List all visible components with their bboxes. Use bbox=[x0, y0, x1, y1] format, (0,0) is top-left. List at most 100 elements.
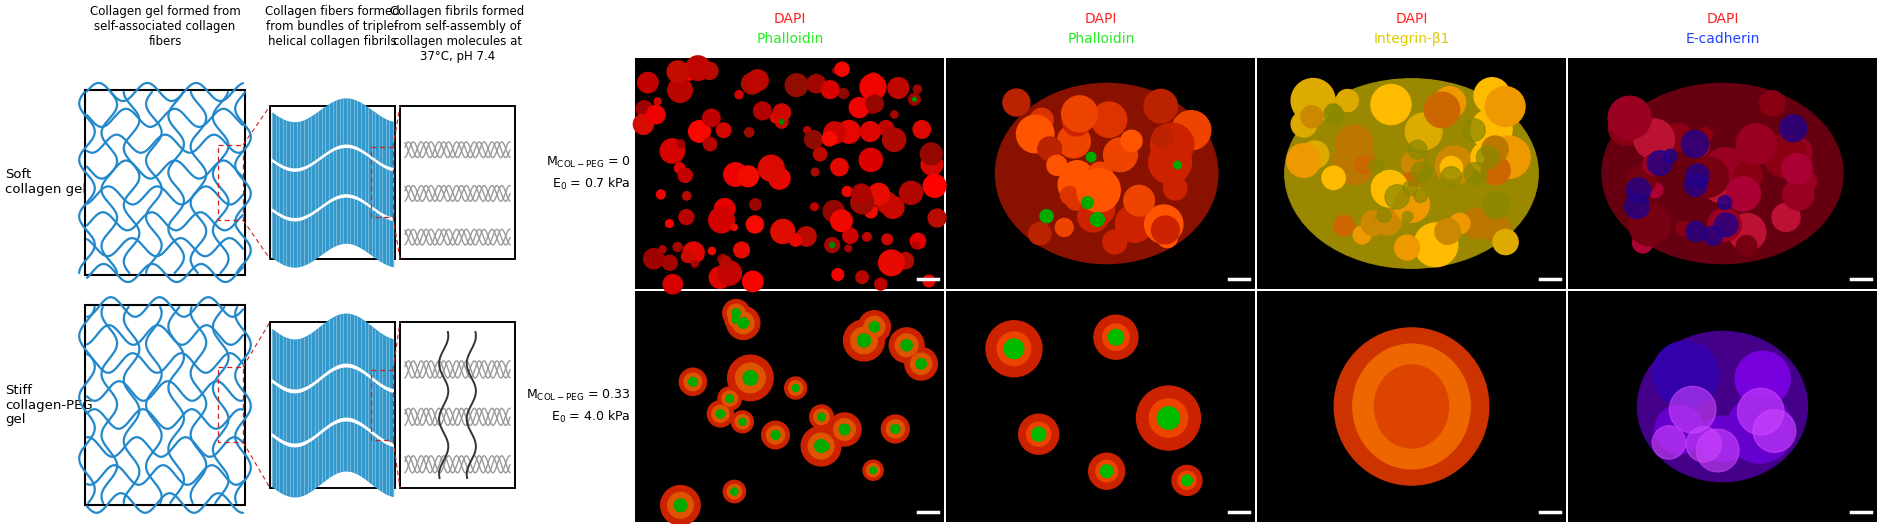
Circle shape bbox=[1164, 177, 1186, 200]
Circle shape bbox=[904, 347, 938, 380]
Circle shape bbox=[716, 261, 741, 285]
Circle shape bbox=[709, 208, 735, 233]
Circle shape bbox=[688, 121, 711, 142]
Circle shape bbox=[716, 410, 724, 418]
Circle shape bbox=[1463, 208, 1493, 238]
Circle shape bbox=[1152, 126, 1173, 148]
Circle shape bbox=[746, 216, 763, 233]
Circle shape bbox=[788, 381, 803, 395]
Circle shape bbox=[1626, 165, 1656, 194]
Text: Stiff
collagen-PEG
gel: Stiff collagen-PEG gel bbox=[6, 384, 92, 427]
Circle shape bbox=[899, 181, 923, 204]
Circle shape bbox=[662, 255, 677, 270]
Circle shape bbox=[773, 104, 791, 122]
Circle shape bbox=[1434, 146, 1474, 184]
Circle shape bbox=[822, 132, 837, 146]
Circle shape bbox=[739, 318, 748, 328]
Text: DAPI: DAPI bbox=[1707, 12, 1739, 26]
Circle shape bbox=[823, 201, 844, 222]
Circle shape bbox=[835, 419, 855, 440]
Circle shape bbox=[1643, 154, 1664, 175]
Circle shape bbox=[660, 246, 666, 253]
Circle shape bbox=[859, 148, 882, 171]
Text: $\mathregular{M_{COL-PEG}}$ = 0: $\mathregular{M_{COL-PEG}}$ = 0 bbox=[545, 155, 632, 170]
Bar bbox=[218, 367, 243, 442]
Circle shape bbox=[1634, 119, 1675, 159]
Circle shape bbox=[743, 271, 763, 291]
Circle shape bbox=[818, 413, 825, 421]
Circle shape bbox=[1292, 79, 1335, 123]
Circle shape bbox=[822, 443, 829, 450]
Circle shape bbox=[833, 269, 844, 280]
Circle shape bbox=[1412, 162, 1433, 183]
Circle shape bbox=[1425, 92, 1459, 128]
Circle shape bbox=[882, 257, 891, 266]
Circle shape bbox=[1463, 119, 1485, 141]
Circle shape bbox=[1083, 193, 1115, 225]
Circle shape bbox=[775, 115, 788, 128]
Circle shape bbox=[1104, 324, 1130, 351]
Circle shape bbox=[1301, 106, 1324, 128]
Circle shape bbox=[870, 467, 876, 473]
Circle shape bbox=[1675, 222, 1690, 236]
Circle shape bbox=[1060, 187, 1079, 204]
Circle shape bbox=[895, 334, 917, 357]
Circle shape bbox=[673, 243, 682, 252]
Circle shape bbox=[724, 481, 746, 503]
Circle shape bbox=[731, 488, 739, 495]
Circle shape bbox=[1707, 208, 1741, 242]
Circle shape bbox=[1476, 146, 1498, 169]
Circle shape bbox=[709, 247, 716, 255]
Circle shape bbox=[1632, 233, 1653, 253]
Circle shape bbox=[1354, 226, 1371, 244]
Circle shape bbox=[1701, 159, 1745, 203]
Bar bbox=[400, 106, 515, 259]
Circle shape bbox=[703, 109, 720, 127]
Ellipse shape bbox=[1374, 365, 1449, 448]
Circle shape bbox=[891, 111, 899, 118]
Circle shape bbox=[1773, 203, 1799, 232]
Circle shape bbox=[923, 275, 934, 287]
Circle shape bbox=[912, 97, 916, 101]
Circle shape bbox=[1402, 181, 1418, 195]
Circle shape bbox=[1686, 221, 1705, 242]
Circle shape bbox=[814, 440, 827, 452]
Circle shape bbox=[1094, 315, 1137, 359]
Circle shape bbox=[790, 234, 801, 246]
Circle shape bbox=[1335, 125, 1374, 163]
Circle shape bbox=[859, 311, 891, 343]
Circle shape bbox=[637, 72, 658, 93]
Circle shape bbox=[679, 368, 707, 396]
Circle shape bbox=[735, 363, 765, 392]
Circle shape bbox=[675, 163, 684, 173]
Circle shape bbox=[825, 82, 833, 91]
Circle shape bbox=[865, 84, 880, 101]
Circle shape bbox=[1151, 216, 1179, 244]
Circle shape bbox=[720, 256, 731, 267]
Circle shape bbox=[1322, 166, 1346, 190]
Circle shape bbox=[914, 85, 921, 93]
Circle shape bbox=[1057, 125, 1090, 158]
Circle shape bbox=[703, 137, 716, 151]
Text: DAPI: DAPI bbox=[1085, 12, 1117, 26]
Circle shape bbox=[901, 340, 912, 351]
Circle shape bbox=[1735, 351, 1790, 406]
Circle shape bbox=[921, 143, 942, 165]
Circle shape bbox=[667, 78, 692, 102]
Circle shape bbox=[891, 424, 901, 433]
Circle shape bbox=[844, 245, 852, 252]
Circle shape bbox=[852, 191, 874, 214]
Circle shape bbox=[912, 242, 919, 248]
Circle shape bbox=[726, 309, 746, 331]
Circle shape bbox=[882, 196, 904, 219]
Circle shape bbox=[859, 74, 885, 100]
Circle shape bbox=[1092, 102, 1126, 137]
Circle shape bbox=[1160, 156, 1177, 173]
Bar bbox=[85, 305, 244, 505]
Circle shape bbox=[863, 233, 870, 241]
Circle shape bbox=[784, 377, 807, 399]
Circle shape bbox=[1654, 405, 1703, 454]
Circle shape bbox=[1361, 211, 1386, 235]
Circle shape bbox=[838, 424, 850, 435]
Circle shape bbox=[878, 121, 893, 136]
